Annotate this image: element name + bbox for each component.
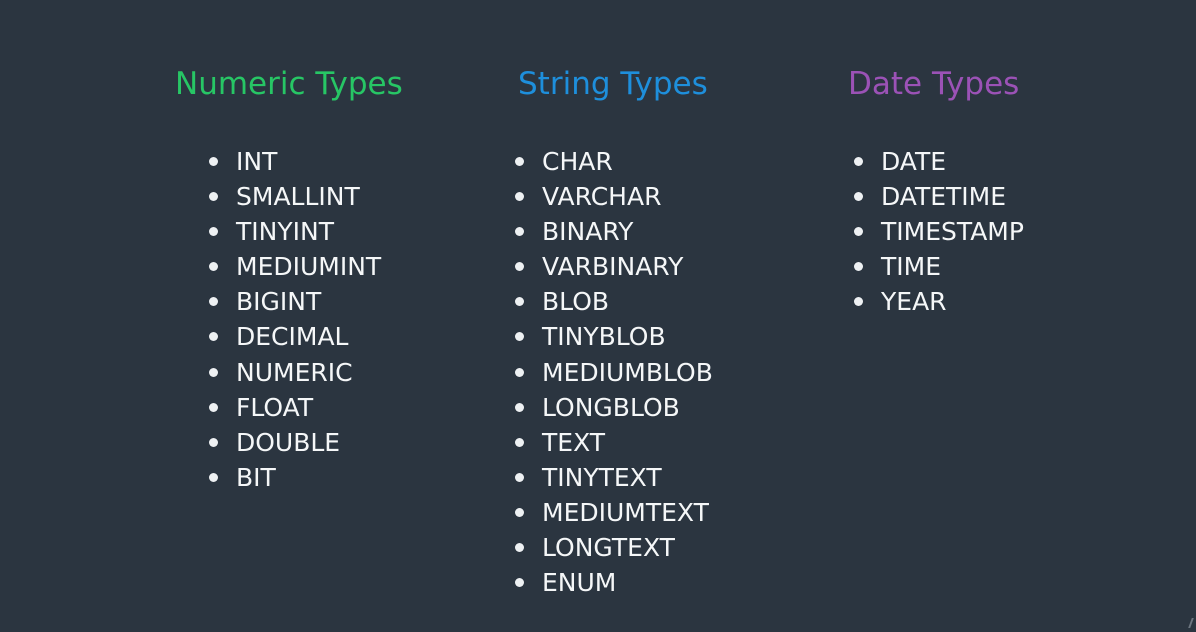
- list-item: INT: [208, 144, 381, 179]
- bullet-icon: [209, 227, 218, 237]
- list-item: DECIMAL: [208, 319, 381, 354]
- list-item-label: MEDIUMINT: [236, 252, 382, 282]
- list-item-label: LONGBLOB: [542, 392, 680, 422]
- list-item: BIGINT: [208, 284, 381, 319]
- bullet-icon: [515, 402, 524, 412]
- list-item-label: MEDIUMBLOB: [542, 357, 713, 387]
- corner-cursor-mark: [1182, 618, 1194, 628]
- bullet-icon: [209, 262, 218, 272]
- bullet-icon: [515, 507, 524, 517]
- list-item: SMALLINT: [208, 179, 381, 214]
- list-item-label: DECIMAL: [236, 322, 349, 352]
- bullet-icon: [854, 297, 863, 307]
- bullet-icon: [515, 543, 524, 553]
- numeric-types-heading: Numeric Types: [175, 66, 403, 102]
- list-item: TIMESTAMP: [853, 214, 1024, 249]
- list-item-label: NUMERIC: [236, 357, 353, 387]
- list-item: VARCHAR: [514, 179, 713, 214]
- list-item-label: ENUM: [542, 568, 617, 598]
- list-item-label: TEXT: [542, 427, 606, 457]
- bullet-icon: [854, 192, 863, 202]
- list-item-label: INT: [236, 147, 278, 176]
- list-item-label: TIMESTAMP: [881, 217, 1024, 247]
- list-item: MEDIUMINT: [208, 249, 381, 284]
- list-item: MEDIUMBLOB: [514, 355, 713, 390]
- list-item-label: TINYBLOB: [542, 322, 666, 352]
- string-types-list: CHAR VARCHAR BINARY VARBINARY BLOB TINYBLOB ME…: [514, 144, 713, 600]
- list-item-label: SMALLINT: [236, 182, 360, 212]
- list-item-label: FLOAT: [236, 392, 314, 422]
- date-types-heading: Date Types: [848, 66, 1020, 102]
- list-item-label: DATE: [881, 147, 947, 176]
- bullet-icon: [209, 437, 218, 447]
- bullet-icon: [515, 578, 524, 588]
- bullet-icon: [515, 157, 524, 166]
- bullet-icon: [515, 262, 524, 272]
- bullet-icon: [209, 402, 218, 412]
- string-types-heading: String Types: [518, 66, 708, 102]
- list-item-label: DOUBLE: [236, 427, 341, 457]
- bullet-icon: [515, 472, 524, 482]
- list-item-label: LONGTEXT: [542, 533, 675, 563]
- bullet-icon: [515, 297, 524, 307]
- list-item: DOUBLE: [208, 425, 381, 460]
- bullet-icon: [854, 262, 863, 272]
- list-item: TINYBLOB: [514, 319, 713, 354]
- list-item-label: BIGINT: [236, 287, 322, 317]
- bullet-icon: [209, 192, 218, 202]
- bullet-icon: [209, 472, 218, 482]
- bullet-icon: [854, 227, 863, 237]
- list-item: ENUM: [514, 565, 713, 600]
- bullet-icon: [854, 157, 863, 166]
- list-item: BIT: [208, 460, 381, 495]
- bullet-icon: [515, 437, 524, 447]
- bullet-icon: [209, 297, 218, 307]
- bullet-icon: [515, 227, 524, 237]
- numeric-types-list: INT SMALLINT TINYINT MEDIUMINT BIGINT DECIMAL…: [208, 144, 381, 495]
- list-item: FLOAT: [208, 390, 381, 425]
- list-item: TIME: [853, 249, 1024, 284]
- list-item: LONGTEXT: [514, 530, 713, 565]
- bullet-icon: [515, 332, 524, 342]
- list-item: BINARY: [514, 214, 713, 249]
- list-item-label: BIT: [236, 462, 276, 492]
- list-item: TINYINT: [208, 214, 381, 249]
- date-types-list: DATE DATETIME TIMESTAMP TIME YEAR: [853, 144, 1024, 319]
- list-item: TINYTEXT: [514, 460, 713, 495]
- list-item-label: YEAR: [881, 287, 947, 317]
- list-item: BLOB: [514, 284, 713, 319]
- list-item: DATE: [853, 144, 1024, 179]
- bullet-icon: [209, 332, 218, 342]
- list-item: TEXT: [514, 425, 713, 460]
- list-item-label: MEDIUMTEXT: [542, 497, 709, 527]
- list-item: NUMERIC: [208, 355, 381, 390]
- bullet-icon: [515, 192, 524, 202]
- list-item: LONGBLOB: [514, 390, 713, 425]
- list-item-label: CHAR: [542, 147, 613, 176]
- list-item: CHAR: [514, 144, 713, 179]
- bullet-icon: [209, 157, 218, 166]
- list-item-label: TIME: [881, 252, 942, 282]
- list-item: MEDIUMTEXT: [514, 495, 713, 530]
- bullet-icon: [515, 367, 524, 377]
- list-item-label: TINYTEXT: [542, 462, 662, 492]
- list-item-label: DATETIME: [881, 182, 1007, 212]
- list-item: VARBINARY: [514, 249, 713, 284]
- list-item-label: VARBINARY: [542, 252, 684, 282]
- list-item-label: BINARY: [542, 217, 634, 247]
- bullet-icon: [209, 367, 218, 377]
- list-item-label: BLOB: [542, 287, 610, 317]
- list-item: YEAR: [853, 284, 1024, 319]
- list-item: DATETIME: [853, 179, 1024, 214]
- list-item-label: VARCHAR: [542, 182, 662, 212]
- list-item-label: TINYINT: [236, 217, 334, 247]
